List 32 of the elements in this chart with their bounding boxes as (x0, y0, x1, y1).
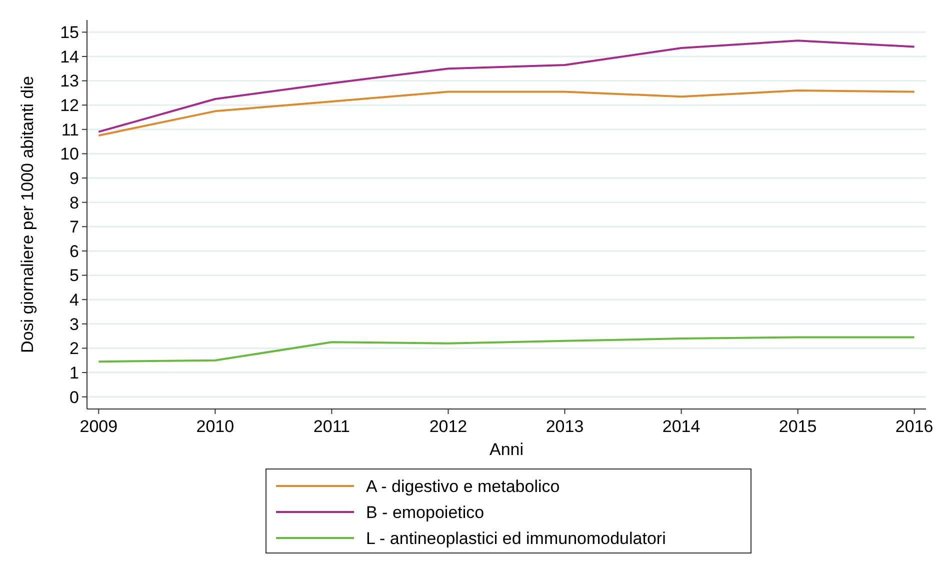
line-series (98, 40, 916, 133)
y-tick-label: 11 (61, 120, 79, 140)
y-tick-label: 14 (60, 47, 79, 66)
y-tick-label: 9 (70, 168, 79, 188)
y-axis-title: Dosi giornaliere per 1000 abitanti die (18, 76, 37, 353)
y-tick-label: 15 (60, 23, 79, 42)
y-tick-label: 12 (60, 96, 79, 116)
x-tick-label: 2014 (662, 417, 700, 436)
y-tick-label: 0 (70, 388, 79, 407)
x-tick-label: 2011 (313, 417, 350, 436)
x-tick-label: 2009 (80, 417, 118, 436)
x-tick-label: 2013 (546, 417, 584, 436)
y-tick-label: 10 (60, 144, 79, 164)
legend-label: B - emopoietico (366, 502, 484, 522)
line-series (98, 336, 916, 363)
line-series (98, 90, 916, 136)
y-tick-label: 2 (70, 339, 79, 358)
y-tick-label: 8 (70, 193, 79, 212)
y-tick-label: 5 (70, 266, 79, 286)
y-tick-label: 13 (60, 72, 79, 91)
y-tick-label: 3 (70, 314, 79, 334)
x-tick-label: 2010 (196, 417, 234, 436)
legend-label: A - digestivo e metabolico (366, 476, 560, 496)
x-tick-label: 2016 (895, 417, 934, 436)
y-tick-label: 7 (70, 218, 79, 237)
y-tick-label: 4 (70, 290, 79, 310)
x-tick-label: 2012 (429, 417, 468, 436)
x-tick-label: 2015 (778, 417, 817, 436)
x-axis-title: Anni (489, 440, 524, 459)
y-tick-label: 1 (70, 363, 79, 382)
y-tick-label: 6 (70, 242, 79, 261)
legend-label: L - antineoplastici ed immunomodulatori (366, 528, 666, 548)
